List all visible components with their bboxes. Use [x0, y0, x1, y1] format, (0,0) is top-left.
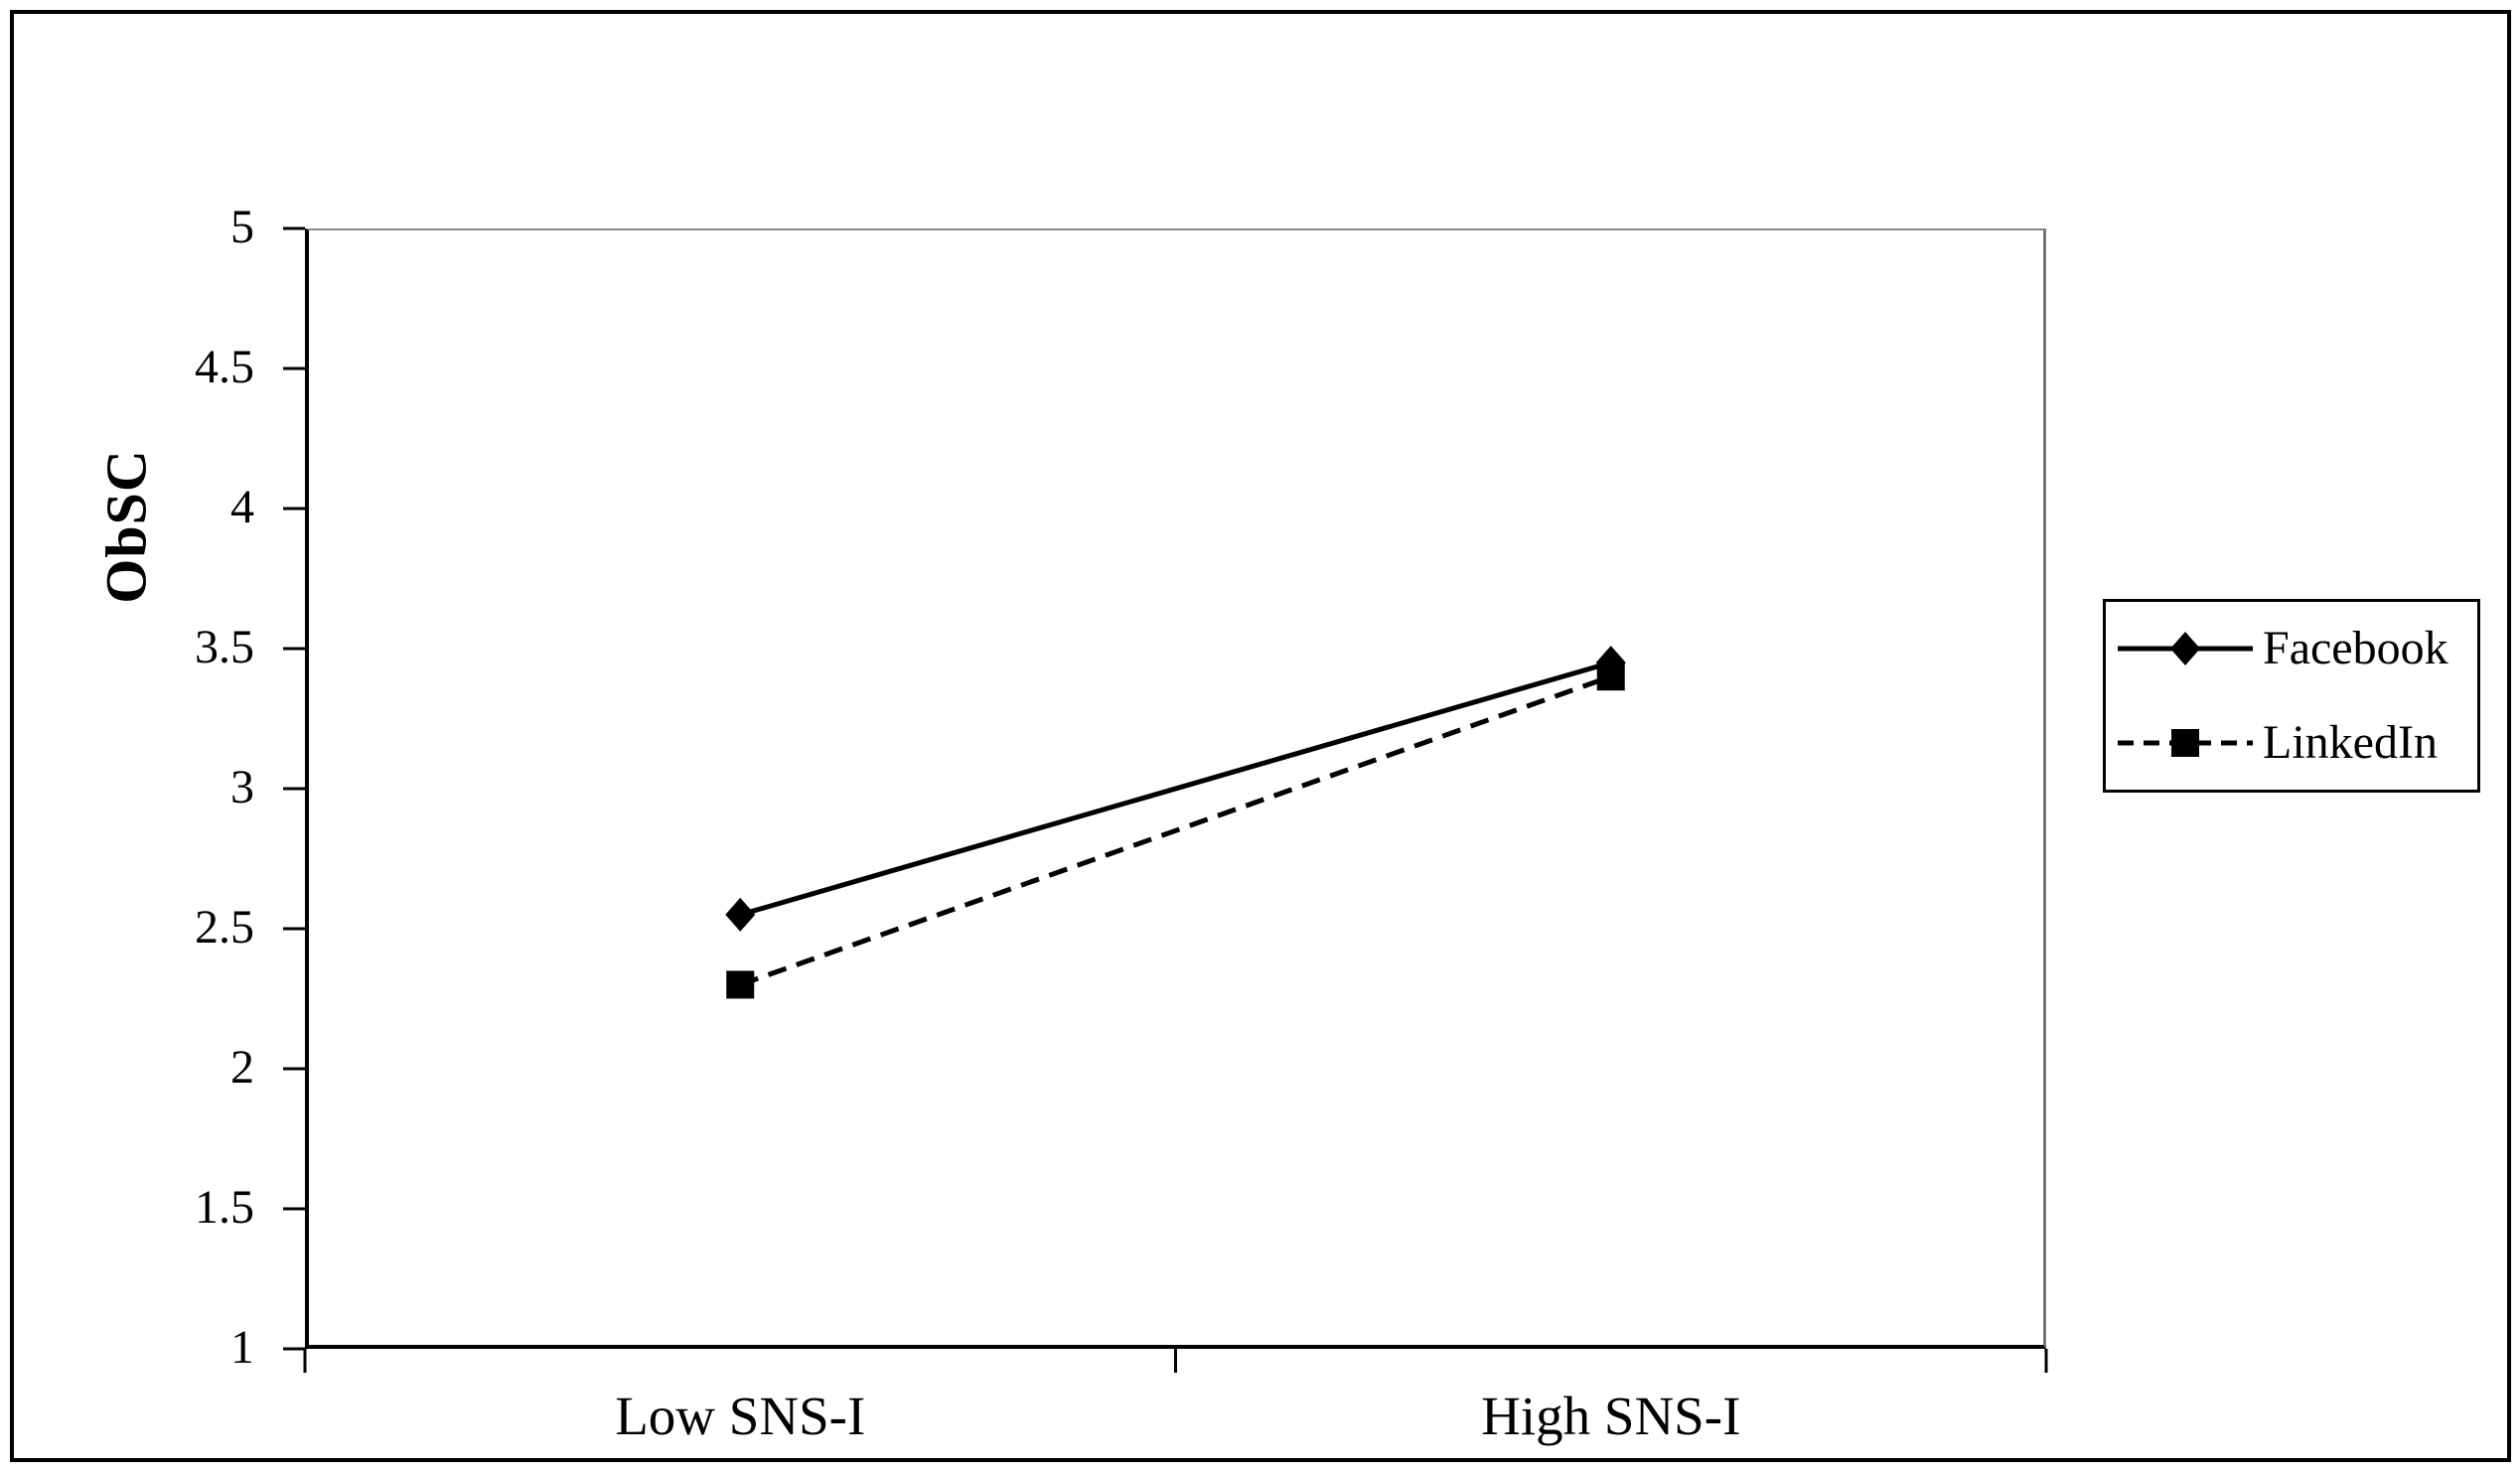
y-tick-label: 1	[230, 1321, 254, 1375]
x-axis-category-labels: Low SNS-I High SNS-I	[0, 1389, 2520, 1458]
legend-item-facebook: Facebook	[2116, 625, 2477, 672]
x-category-label: Low SNS-I	[615, 1386, 866, 1446]
legend-label: Facebook	[2263, 622, 2448, 675]
marker-diamond	[725, 897, 756, 932]
legend-label: LinkedIn	[2263, 715, 2438, 769]
y-tick-label: 4	[230, 481, 254, 534]
series-line-facebook	[739, 660, 1612, 918]
marker-square	[1596, 663, 1625, 691]
y-tick-label: 3	[230, 761, 254, 814]
y-tick-label: 2.5	[195, 901, 254, 955]
marker-square	[2171, 728, 2199, 757]
figure-border	[10, 10, 2511, 1462]
legend-rows: Facebook LinkedIn	[2106, 602, 2477, 790]
legend: Facebook LinkedIn	[2103, 599, 2480, 793]
y-tick-label: 5	[230, 201, 254, 254]
marker-square	[726, 970, 755, 999]
y-axis-tick-labels: 5 4.5 4 3.5 3 2.5 2 1.5 1	[0, 0, 254, 1473]
marker-diamond	[2170, 632, 2200, 666]
plot-area	[305, 228, 2046, 1349]
x-category-label: High SNS-I	[1481, 1386, 1741, 1446]
legend-sample-dashed-line	[2118, 728, 2253, 757]
legend-item-linkedin: LinkedIn	[2116, 715, 2477, 769]
y-tick-label: 3.5	[195, 621, 254, 674]
series-line-linkedin	[739, 673, 1612, 987]
legend-sample-solid-line	[2118, 632, 2253, 666]
y-tick-label: 2	[230, 1041, 254, 1095]
y-tick-label: 1.5	[195, 1181, 254, 1235]
y-tick-label: 4.5	[195, 341, 254, 394]
